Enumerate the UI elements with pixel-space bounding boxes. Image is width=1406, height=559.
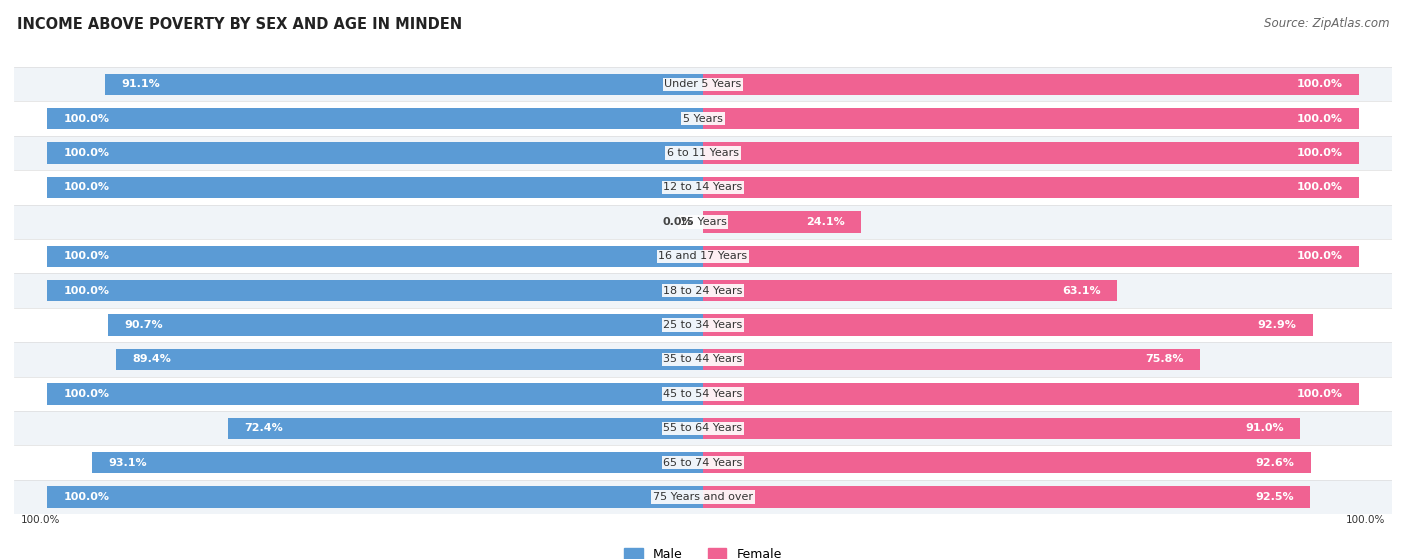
Text: 72.4%: 72.4%	[245, 423, 283, 433]
Bar	[703, 108, 1360, 129]
Bar	[14, 377, 1392, 411]
Text: INCOME ABOVE POVERTY BY SEX AND AGE IN MINDEN: INCOME ABOVE POVERTY BY SEX AND AGE IN M…	[17, 17, 463, 32]
Text: 92.6%: 92.6%	[1256, 458, 1294, 468]
Bar	[703, 245, 1360, 267]
Text: 35 to 44 Years: 35 to 44 Years	[664, 354, 742, 364]
Text: 90.7%: 90.7%	[124, 320, 163, 330]
Text: 91.1%: 91.1%	[122, 79, 160, 89]
Text: 91.0%: 91.0%	[1246, 423, 1284, 433]
Bar	[14, 480, 1392, 514]
Text: 15 Years: 15 Years	[679, 217, 727, 227]
Text: 100.0%: 100.0%	[63, 148, 110, 158]
Text: 100.0%: 100.0%	[63, 492, 110, 502]
Text: 55 to 64 Years: 55 to 64 Years	[664, 423, 742, 433]
Text: 45 to 54 Years: 45 to 54 Years	[664, 389, 742, 399]
Bar	[14, 170, 1392, 205]
Text: 25 to 34 Years: 25 to 34 Years	[664, 320, 742, 330]
Bar	[46, 486, 703, 508]
Text: 75 Years and over: 75 Years and over	[652, 492, 754, 502]
Bar	[14, 411, 1392, 446]
Bar	[14, 136, 1392, 170]
Bar	[703, 177, 1360, 198]
Legend: Male, Female: Male, Female	[619, 543, 787, 559]
Bar	[46, 177, 703, 198]
Bar	[703, 383, 1360, 405]
Bar	[703, 74, 1360, 95]
Bar	[46, 108, 703, 129]
Text: 100.0%: 100.0%	[1296, 79, 1343, 89]
Text: 100.0%: 100.0%	[1296, 182, 1343, 192]
Bar	[228, 418, 703, 439]
Text: 100.0%: 100.0%	[63, 252, 110, 261]
Text: 100.0%: 100.0%	[1296, 252, 1343, 261]
Text: 100.0%: 100.0%	[1346, 515, 1385, 525]
Bar	[14, 308, 1392, 342]
Text: 89.4%: 89.4%	[132, 354, 172, 364]
Text: 0.0%: 0.0%	[662, 217, 693, 227]
Text: 92.5%: 92.5%	[1256, 492, 1294, 502]
Bar	[703, 418, 1301, 439]
Bar	[703, 349, 1201, 370]
Text: 100.0%: 100.0%	[63, 286, 110, 296]
Text: 100.0%: 100.0%	[63, 113, 110, 124]
Bar	[703, 314, 1313, 336]
Text: 100.0%: 100.0%	[1296, 113, 1343, 124]
Bar	[46, 245, 703, 267]
Text: 75.8%: 75.8%	[1146, 354, 1184, 364]
Bar	[46, 383, 703, 405]
Bar	[46, 143, 703, 164]
Bar	[14, 273, 1392, 308]
Text: 100.0%: 100.0%	[21, 515, 60, 525]
Text: 100.0%: 100.0%	[63, 182, 110, 192]
Bar	[14, 446, 1392, 480]
Bar	[703, 211, 860, 233]
Bar	[703, 143, 1360, 164]
Text: 18 to 24 Years: 18 to 24 Years	[664, 286, 742, 296]
Text: 100.0%: 100.0%	[1296, 148, 1343, 158]
Text: 100.0%: 100.0%	[63, 389, 110, 399]
Bar	[108, 314, 703, 336]
Bar	[14, 102, 1392, 136]
Text: 65 to 74 Years: 65 to 74 Years	[664, 458, 742, 468]
Bar	[14, 205, 1392, 239]
Text: 12 to 14 Years: 12 to 14 Years	[664, 182, 742, 192]
Bar	[14, 342, 1392, 377]
Bar	[703, 486, 1310, 508]
Text: 24.1%: 24.1%	[806, 217, 845, 227]
Bar	[14, 239, 1392, 273]
Text: Under 5 Years: Under 5 Years	[665, 79, 741, 89]
Bar	[14, 67, 1392, 102]
Bar	[703, 452, 1310, 473]
Text: 63.1%: 63.1%	[1062, 286, 1101, 296]
Text: 100.0%: 100.0%	[1296, 389, 1343, 399]
Bar	[105, 74, 703, 95]
Text: 93.1%: 93.1%	[108, 458, 148, 468]
Text: 6 to 11 Years: 6 to 11 Years	[666, 148, 740, 158]
Bar	[46, 280, 703, 301]
Bar	[117, 349, 703, 370]
Bar	[93, 452, 703, 473]
Bar	[703, 280, 1116, 301]
Text: 16 and 17 Years: 16 and 17 Years	[658, 252, 748, 261]
Text: 5 Years: 5 Years	[683, 113, 723, 124]
Text: Source: ZipAtlas.com: Source: ZipAtlas.com	[1264, 17, 1389, 30]
Text: 92.9%: 92.9%	[1257, 320, 1296, 330]
